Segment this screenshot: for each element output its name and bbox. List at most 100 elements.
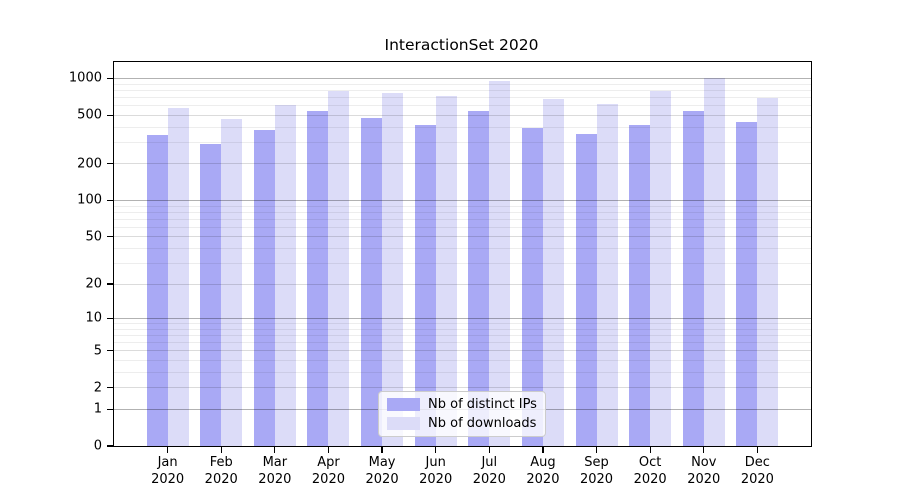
bar-downloads [221, 118, 243, 446]
gridline-9 [114, 323, 811, 325]
gridline-200 [114, 163, 811, 165]
legend-label-downloads: Nb of downloads [428, 415, 537, 431]
x-tick-label-year: 2020 [633, 472, 667, 487]
x-tick-label-year: 2020 [258, 472, 292, 487]
gridline-3 [114, 371, 811, 373]
x-tick-label-dec: Dec 2020 [727, 454, 787, 488]
x-tick-label-oct: Oct 2020 [620, 454, 680, 488]
x-tick-label-jan: Jan 2020 [138, 454, 198, 488]
y-tick-mark-50 [107, 236, 113, 238]
y-tick-mark-0 [107, 445, 113, 447]
legend-swatch-distinct-ips [387, 398, 420, 412]
bar-downloads [596, 104, 618, 446]
x-tick-label-nov: Nov 2020 [674, 454, 734, 488]
bar-distinct-ips [736, 121, 758, 446]
gridline-7 [114, 334, 811, 336]
bar-downloads [489, 81, 511, 446]
y-tick-mark-1 [107, 408, 113, 410]
y-tick-label-10: 10 [85, 310, 102, 326]
x-tick-label-year: 2020 [740, 472, 774, 487]
gridline-100 [114, 199, 811, 201]
x-tick-label-year: 2020 [204, 472, 238, 487]
x-tick-label-year: 2020 [151, 472, 185, 487]
gridline-70 [114, 218, 811, 220]
y-tick-mark-500 [107, 114, 113, 116]
y-tick-mark-5 [107, 350, 113, 352]
gridline-80 [114, 211, 811, 213]
x-tick-label-year: 2020 [687, 472, 721, 487]
x-tick-mark-may [381, 447, 383, 453]
y-tick-mark-200 [107, 163, 113, 165]
bar-distinct-ips [468, 111, 490, 446]
bar-distinct-ips [521, 128, 543, 446]
legend-item-distinct-ips: Nb of distinct IPs [387, 397, 537, 412]
y-tick-label-100: 100 [77, 192, 102, 208]
gridline-8 [114, 328, 811, 330]
gridline-2 [114, 387, 811, 389]
bar-downloads [274, 105, 296, 446]
bar-downloads [382, 92, 404, 446]
gridline-300 [114, 141, 811, 143]
bar-downloads [167, 107, 189, 446]
y-tick-label-5: 5 [93, 343, 102, 359]
bar-downloads [328, 90, 350, 446]
bar-downloads [703, 78, 725, 446]
x-tick-mark-jan [167, 447, 169, 453]
y-tick-label-50: 50 [85, 229, 102, 245]
x-tick-label-apr: Apr 2020 [298, 454, 358, 488]
bar-distinct-ips [682, 110, 704, 446]
gridline-5 [114, 350, 811, 352]
x-tick-label-year: 2020 [579, 472, 614, 487]
x-tick-mark-mar [274, 447, 276, 453]
x-tick-mark-jul [488, 447, 490, 453]
gridline-40 [114, 247, 811, 249]
bar-distinct-ips [200, 143, 222, 446]
legend-item-downloads: Nb of downloads [387, 416, 537, 431]
gridline-500 [114, 114, 811, 116]
bar-distinct-ips [361, 117, 383, 446]
x-tick-mark-dec [756, 447, 758, 453]
x-tick-label-year: 2020 [365, 472, 399, 487]
bar-distinct-ips [575, 134, 597, 446]
bar-downloads [757, 97, 779, 446]
gridline-600 [114, 105, 811, 107]
x-tick-mark-nov [703, 447, 705, 453]
gridline-700 [114, 96, 811, 98]
gridline-50 [114, 236, 811, 238]
x-tick-mark-oct [649, 447, 651, 453]
x-tick-mark-feb [220, 447, 222, 453]
y-tick-label-2: 2 [93, 380, 102, 396]
gridline-20 [114, 283, 811, 285]
gridline-400 [114, 126, 811, 128]
y-tick-mark-100 [107, 199, 113, 202]
gridline-6 [114, 341, 811, 343]
gridline-60 [114, 226, 811, 228]
x-tick-mark-sep [595, 447, 598, 453]
x-tick-label-jul: Jul 2020 [459, 454, 519, 488]
bar-distinct-ips [146, 134, 168, 446]
legend-label-distinct-ips: Nb of distinct IPs [428, 397, 537, 413]
y-tick-label-1000: 1000 [68, 70, 102, 86]
x-tick-label-year: 2020 [472, 472, 506, 487]
x-tick-label-aug: Aug 2020 [513, 454, 573, 488]
bar-distinct-ips [307, 111, 329, 446]
x-tick-label-year: 2020 [526, 472, 560, 487]
legend-swatch-downloads [387, 416, 420, 430]
gridline-90 [114, 205, 811, 207]
y-tick-mark-2 [107, 386, 113, 389]
bar-downloads [435, 96, 457, 446]
gridline-4 [114, 359, 811, 361]
x-tick-mark-apr [327, 447, 330, 453]
y-tick-mark-20 [107, 283, 113, 285]
gridline-10 [114, 317, 811, 319]
x-tick-label-jun: Jun 2020 [406, 454, 466, 488]
x-tick-label-year: 2020 [311, 472, 345, 487]
bar-distinct-ips [253, 130, 275, 446]
x-tick-label-mar: Mar 2020 [245, 454, 305, 488]
x-tick-label-year: 2020 [419, 472, 453, 487]
x-tick-label-may: May 2020 [352, 454, 412, 488]
x-tick-label-feb: Feb 2020 [191, 454, 251, 488]
y-tick-label-20: 20 [85, 276, 102, 292]
y-tick-label-0: 0 [93, 438, 102, 454]
